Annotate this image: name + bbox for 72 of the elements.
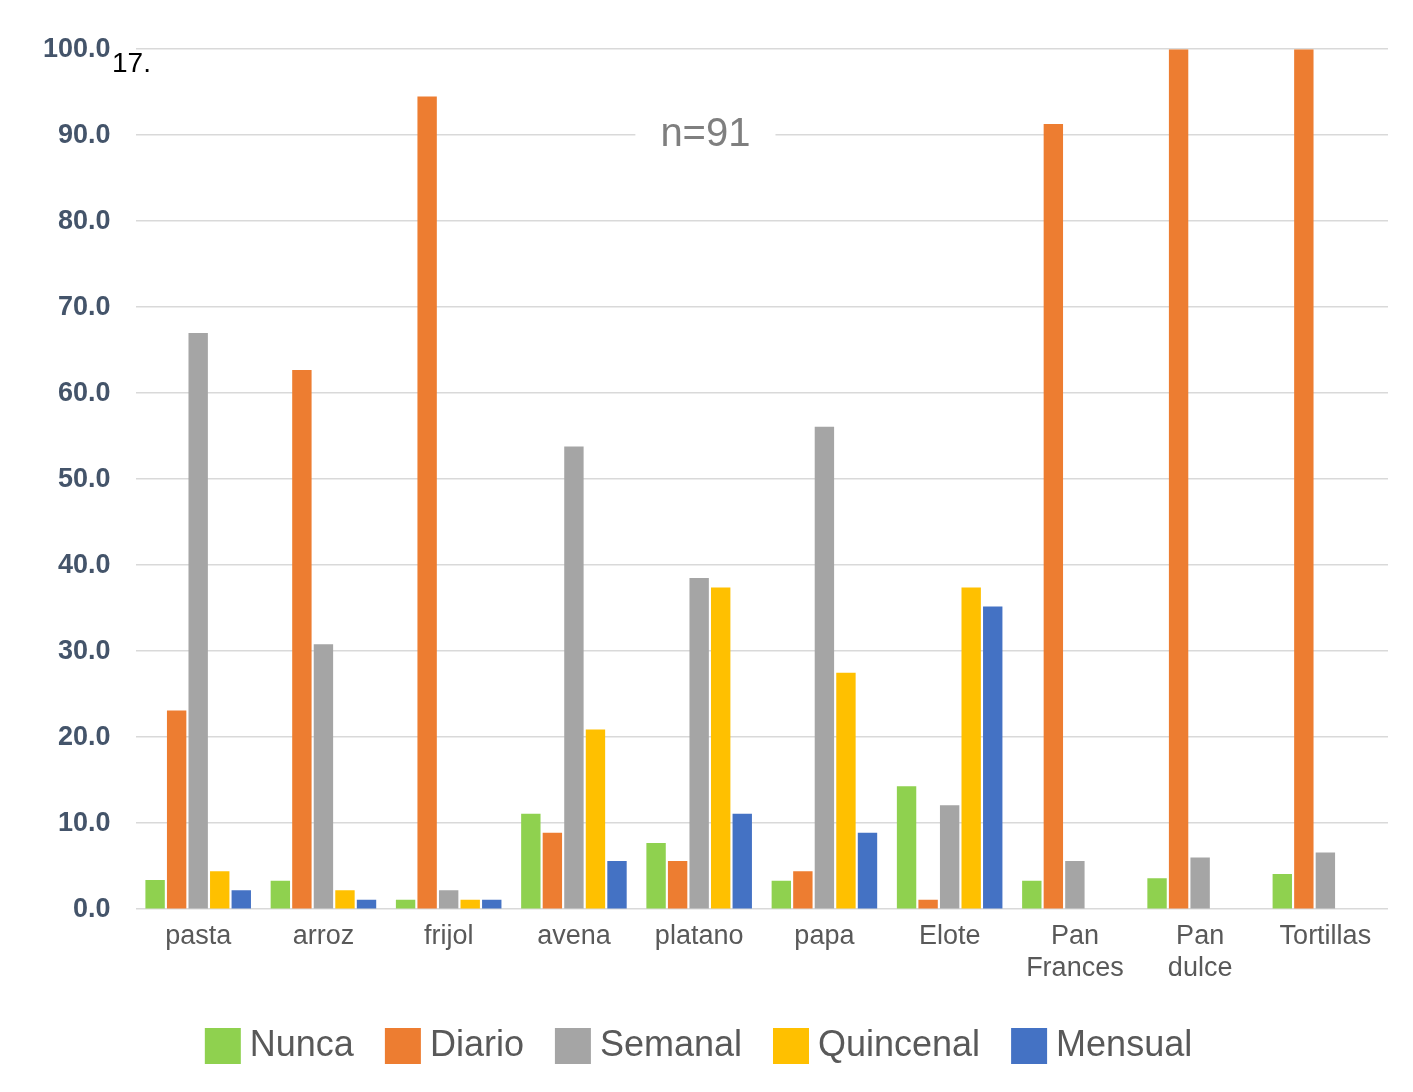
annotation: 17.: [112, 46, 151, 78]
bar: [313, 644, 334, 909]
bar: [270, 880, 291, 909]
bar: [646, 842, 666, 909]
bar: [188, 333, 208, 909]
bar: [542, 832, 563, 909]
bar: [1294, 49, 1314, 909]
bar: [711, 587, 731, 909]
y-tick-label: 40.0: [58, 548, 111, 579]
y-tick-label: 20.0: [58, 720, 111, 751]
bar: [482, 899, 502, 909]
bar: [983, 606, 1003, 909]
bar: [1272, 873, 1292, 909]
bar: [1168, 49, 1189, 909]
bar: [1315, 852, 1336, 909]
bar: [564, 446, 584, 909]
x-tick-label: papa: [794, 919, 856, 950]
bar: [1147, 878, 1167, 909]
bar: [166, 710, 187, 909]
bar: [732, 813, 752, 909]
bar: [585, 729, 606, 909]
x-tick-label: Elote: [918, 919, 981, 950]
annotation: n=91: [660, 110, 751, 155]
bar: [607, 861, 627, 909]
bar: [417, 96, 437, 909]
y-tick-label: 80.0: [58, 204, 111, 235]
legend-label: Diario: [429, 1022, 524, 1064]
x-tick-label: platano: [654, 919, 744, 950]
bar: [292, 369, 312, 909]
bar: [460, 899, 480, 909]
bar: [771, 880, 792, 909]
bar: [689, 578, 709, 909]
legend-label: Quincenal: [818, 1022, 981, 1064]
bar: [1190, 857, 1210, 909]
bar: [961, 587, 981, 909]
x-tick-label: Pan Frances: [1026, 919, 1124, 983]
x-tick-label: Pan dulce: [1167, 919, 1233, 983]
bar: [1065, 861, 1085, 909]
y-tick-label: 70.0: [58, 290, 111, 321]
y-tick-label: 0.0: [73, 892, 111, 923]
y-tick-label: 10.0: [58, 806, 111, 837]
bar: [335, 890, 355, 909]
bar: [918, 899, 938, 909]
bar: [521, 813, 541, 909]
bar: [836, 672, 856, 909]
bar: [667, 861, 688, 909]
x-tick-label: arroz: [292, 919, 355, 950]
x-tick-label: frijol: [423, 919, 474, 950]
legend-label: Nunca: [249, 1022, 355, 1064]
bar: [939, 805, 960, 909]
bar: [1043, 124, 1064, 909]
bar: [814, 426, 835, 909]
bar: [145, 879, 165, 909]
bar: [356, 899, 377, 909]
x-tick-label: Tortillas: [1279, 919, 1372, 950]
bar: [1022, 880, 1042, 909]
bar: [231, 890, 251, 909]
y-tick-label: 100.0: [42, 32, 111, 63]
bar: [210, 871, 230, 909]
legend-label: Mensual: [1056, 1022, 1193, 1064]
x-tick-label: avena: [537, 919, 612, 950]
legend-label: Semanal: [599, 1022, 743, 1064]
bar: [896, 786, 917, 909]
y-tick-label: 50.0: [58, 462, 111, 493]
bar: [395, 899, 416, 909]
y-tick-label: 90.0: [58, 118, 111, 149]
y-tick-label: 30.0: [58, 634, 111, 665]
bar: [857, 832, 878, 909]
x-tick-label: pasta: [165, 919, 233, 950]
bar: [793, 871, 813, 909]
bar: [438, 890, 459, 909]
y-tick-label: 60.0: [58, 376, 111, 407]
